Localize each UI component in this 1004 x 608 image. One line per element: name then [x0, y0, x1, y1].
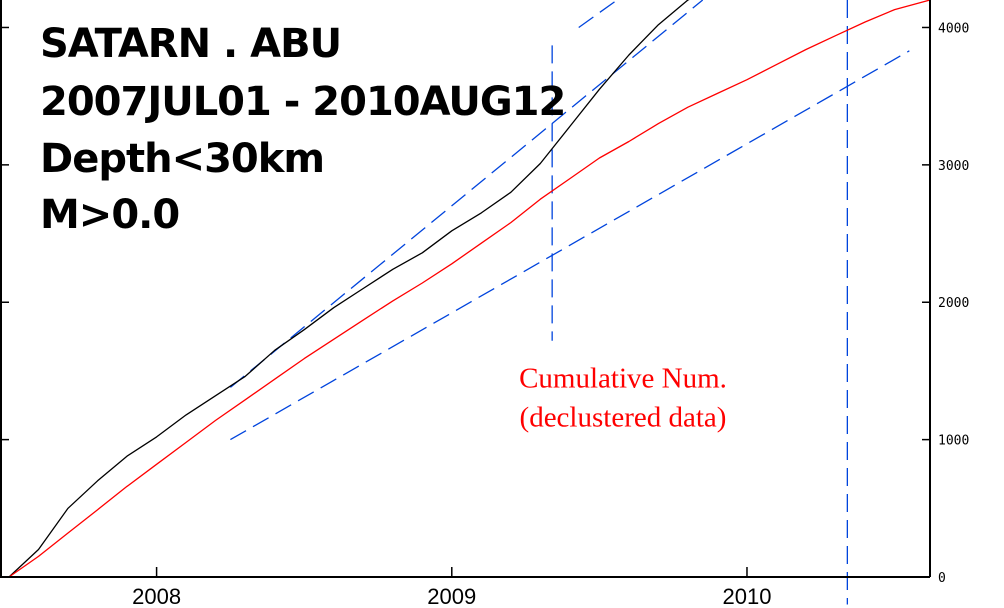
data-layer — [8, 0, 931, 605]
y-tick-label: 3000 — [938, 159, 969, 174]
fit-line-3 — [230, 50, 910, 441]
x-tick-label: 2010 — [723, 584, 772, 608]
series-line-declustered — [8, 0, 931, 578]
fit-line-1 — [229, 0, 704, 388]
annotation-1: Cumulative Num. — [519, 362, 727, 394]
chart-title: SATARN . ABU 2007JUL01 - 2010AUG12 Depth… — [40, 21, 566, 238]
y-tick-label: 4000 — [938, 21, 969, 36]
y-tick-label: 2000 — [938, 296, 969, 311]
title-line-2: 2007JUL01 - 2010AUG12 — [40, 79, 565, 125]
series-line-cumulative — [8, 0, 690, 578]
title-line-4: M>0.0 — [40, 192, 179, 238]
title-line-1: SATARN . ABU — [40, 21, 341, 67]
ticks-layer: 2008 2009 2010 0 1000 2000 3000 4000 — [1, 21, 969, 608]
fit-line-2 — [578, 0, 618, 29]
annotation-2: (declustered data) — [520, 402, 727, 434]
title-line-3: Depth<30km — [40, 136, 324, 182]
x-tick-label: 2009 — [427, 584, 476, 608]
annotations-layer: Cumulative Num. (declustered data) — [519, 362, 727, 433]
y-tick-label: 1000 — [938, 434, 969, 449]
y-tick-label: 0 — [938, 571, 946, 586]
x-tick-label: 2008 — [132, 584, 181, 608]
